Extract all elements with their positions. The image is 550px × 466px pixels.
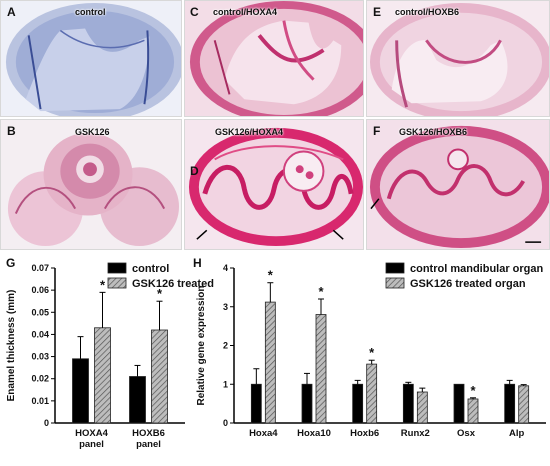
histology-panel-e: E control/HOXB6 — [366, 0, 550, 117]
tooth-germ-image-a — [1, 1, 181, 116]
y-tick-label: 1 — [223, 379, 228, 389]
bar — [94, 327, 111, 424]
panel-letter: E — [373, 5, 382, 19]
x-tick-label: HOXB6 — [132, 428, 165, 439]
y-tick-label: 0.06 — [31, 285, 49, 295]
panel-title: GSK126/HOXA4 — [215, 127, 284, 137]
x-tick-label: Hoxa10 — [297, 428, 331, 439]
significance-marker: * — [369, 345, 375, 360]
enamel-thickness-chart: 0 0.01 0.02 0.03 0.04 0.05 0.06 0.07 Enamel thic… — [0, 258, 214, 461]
panel-letter: B — [7, 124, 16, 138]
y-tick-label: 0.07 — [31, 263, 49, 273]
legend-swatch — [107, 277, 127, 289]
x-tick-label: Runx2 — [401, 428, 430, 439]
gene-expression-plot: 0 1 2 3 4 Relative gene expression * Hoxa4 * Hoxa… — [196, 262, 546, 439]
significance-marker: * — [100, 277, 106, 292]
legend-swatch — [385, 262, 405, 274]
enamel-thickness-plot: 0 0.01 0.02 0.03 0.04 0.05 0.06 0.07 Enamel thic… — [6, 262, 214, 450]
legend-label: control mandibular organ — [410, 263, 544, 275]
y-tick-label: 0 — [223, 418, 228, 428]
bar — [151, 329, 168, 424]
y-tick-label: 0.02 — [31, 374, 49, 384]
bar — [250, 383, 262, 424]
bar — [467, 398, 479, 424]
significance-marker: * — [268, 268, 274, 283]
y-tick-label: 0.01 — [31, 396, 49, 406]
x-tick-label: HOXA4 — [75, 428, 108, 439]
x-tick-label: Hoxa4 — [249, 428, 278, 439]
panel-letter: A — [7, 5, 16, 19]
y-tick-label: 0.03 — [31, 352, 49, 362]
tooth-germ-image-d — [185, 120, 363, 249]
panel-title: control/HOXB6 — [395, 7, 460, 17]
panel-title: control/HOXA4 — [213, 7, 278, 17]
bar — [366, 363, 378, 424]
histology-panel-c: C control/HOXA4 — [184, 0, 364, 117]
y-tick-label: 0 — [44, 418, 49, 428]
bar — [518, 385, 530, 424]
y-tick-label: 3 — [223, 302, 228, 312]
panel-title: GSK126 — [75, 127, 110, 137]
panel-title: control — [75, 7, 106, 17]
y-axis-label: Enamel thickness (mm) — [6, 290, 17, 402]
legend-label: GSK126 treated organ — [410, 278, 526, 290]
panel-letter: F — [373, 124, 381, 138]
gene-expression-chart: 0 1 2 3 4 Relative gene expression * Hoxa4 * Hoxa… — [190, 258, 550, 461]
legend-label: control — [132, 263, 169, 275]
bar — [453, 383, 465, 424]
significance-marker: * — [157, 286, 163, 301]
bar — [416, 391, 428, 424]
panel-title: GSK126/HOXB6 — [399, 127, 468, 137]
tooth-germ-image-f — [367, 120, 549, 249]
legend-swatch — [385, 277, 405, 289]
bar — [301, 383, 313, 424]
x-tick-label: panel — [136, 439, 161, 450]
significance-marker: * — [470, 383, 476, 398]
histology-panel-f: F GSK126/HOXB6 — [366, 119, 550, 250]
tooth-germ-image-c — [185, 1, 363, 116]
y-tick-label: 0.05 — [31, 307, 49, 317]
tooth-germ-image-e — [367, 1, 549, 116]
histology-panel-b: B GSK126 — [0, 119, 182, 250]
x-tick-label: Alp — [509, 428, 524, 439]
bar — [72, 358, 89, 424]
panel-letter: D — [190, 164, 199, 178]
y-axis-label: Relative gene expression — [196, 285, 207, 405]
x-tick-label: panel — [79, 439, 104, 450]
bar — [264, 301, 276, 424]
significance-marker: * — [318, 284, 324, 299]
bar — [315, 314, 327, 424]
y-tick-label: 2 — [223, 341, 228, 351]
legend-label: GSK126 treated — [132, 278, 214, 290]
y-tick-label: 4 — [223, 263, 228, 273]
panel-letter: H — [193, 256, 202, 270]
panel-letter: G — [6, 256, 16, 270]
bar — [504, 383, 516, 424]
y-tick-label: 0.04 — [31, 329, 49, 339]
tooth-germ-image-b — [1, 120, 181, 249]
bar — [352, 383, 364, 424]
histology-panel-d: D GSK126/HOXA4 — [184, 119, 364, 250]
histology-panel-a: A control — [0, 0, 182, 117]
bar — [402, 383, 414, 424]
x-tick-label: Hoxb6 — [350, 428, 379, 439]
bar — [129, 376, 146, 424]
x-tick-label: Osx — [457, 428, 476, 439]
legend-swatch — [107, 262, 127, 274]
panel-letter: C — [190, 5, 199, 19]
